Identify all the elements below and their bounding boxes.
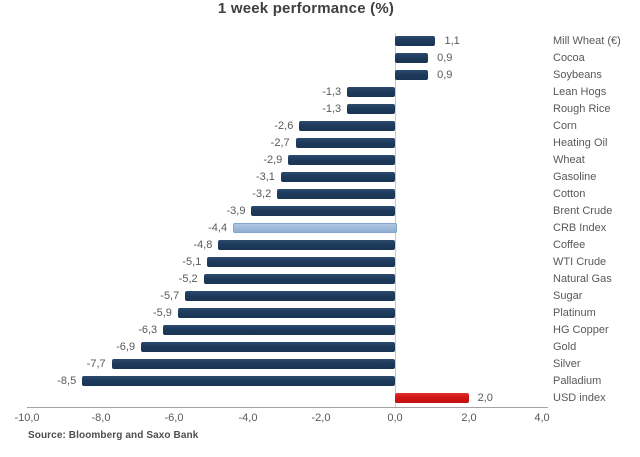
category-label: Cocoa [553, 52, 585, 64]
bar [395, 53, 428, 63]
bar [218, 240, 395, 250]
bar [296, 138, 395, 148]
value-label: -3,2 [252, 188, 272, 200]
bar [185, 291, 395, 301]
x-tick-label: 0,0 [387, 412, 403, 424]
category-label: Cotton [553, 188, 586, 200]
value-label: -6,9 [116, 341, 136, 353]
zero-gridline [395, 33, 396, 407]
bar [251, 206, 395, 216]
bar [82, 376, 395, 386]
bar [288, 155, 395, 165]
value-label: -5,7 [160, 290, 180, 302]
category-label: Wheat [553, 154, 585, 166]
bar [178, 308, 395, 318]
x-tick-label: 4,0 [534, 412, 550, 424]
x-tick-label: -2,0 [311, 412, 331, 424]
bar [277, 189, 395, 199]
bar [395, 70, 428, 80]
bar [233, 223, 397, 233]
category-label: Soybeans [553, 69, 602, 81]
x-axis-line [27, 407, 548, 408]
bar [347, 104, 395, 114]
category-label: Corn [553, 120, 577, 132]
value-label: -1,3 [322, 103, 342, 115]
value-label: -2,7 [270, 137, 290, 149]
value-label: 2,0 [477, 392, 493, 404]
x-tick-label: -6,0 [164, 412, 184, 424]
category-label: Gasoline [553, 171, 597, 183]
value-label: -8,5 [57, 375, 77, 387]
value-label: -3,9 [226, 205, 246, 217]
value-label: -5,2 [178, 273, 198, 285]
bar [204, 274, 395, 284]
x-tick-label: -8,0 [91, 412, 111, 424]
value-label: -5,9 [152, 307, 172, 319]
category-label: Gold [553, 341, 577, 353]
source-note: Source: Bloomberg and Saxo Bank [28, 430, 199, 441]
value-label: 0,9 [437, 52, 453, 64]
chart-title: 1 week performance (%) [217, 0, 395, 17]
bar [299, 121, 395, 131]
category-label: HG Copper [553, 324, 609, 336]
value-label: -4,4 [208, 222, 228, 234]
category-label: Brent Crude [553, 205, 613, 217]
bar [395, 36, 435, 46]
value-label: 0,9 [437, 69, 453, 81]
category-label: Lean Hogs [553, 86, 607, 98]
category-label: CRB Index [553, 222, 607, 234]
category-label: Silver [553, 358, 581, 370]
x-tick-label: -10,0 [14, 412, 40, 424]
category-label: Natural Gas [553, 273, 612, 285]
category-label: Platinum [553, 307, 596, 319]
bar [281, 172, 395, 182]
bar [207, 257, 395, 267]
bar [163, 325, 395, 335]
value-label: -7,7 [86, 358, 106, 370]
bar [112, 359, 395, 369]
value-label: -2,6 [274, 120, 294, 132]
x-tick-label: 2,0 [461, 412, 477, 424]
value-label: -1,3 [322, 86, 342, 98]
bar [347, 87, 395, 97]
category-label: USD index [553, 392, 606, 404]
category-label: WTI Crude [553, 256, 607, 268]
category-label: Heating Oil [553, 137, 608, 149]
value-label: -4,8 [193, 239, 213, 251]
x-tick-label: -4,0 [238, 412, 258, 424]
category-label: Coffee [553, 239, 586, 251]
bar [141, 342, 395, 352]
bar [395, 393, 469, 403]
value-label: -6,3 [138, 324, 158, 336]
value-label: -5,1 [182, 256, 202, 268]
category-label: Sugar [553, 290, 583, 302]
value-label: 1,1 [444, 35, 460, 47]
category-label: Palladium [553, 375, 602, 387]
value-label: -3,1 [255, 171, 275, 183]
category-label: Mill Wheat (€) [553, 35, 621, 47]
category-label: Rough Rice [553, 103, 611, 115]
value-label: -2,9 [263, 154, 283, 166]
